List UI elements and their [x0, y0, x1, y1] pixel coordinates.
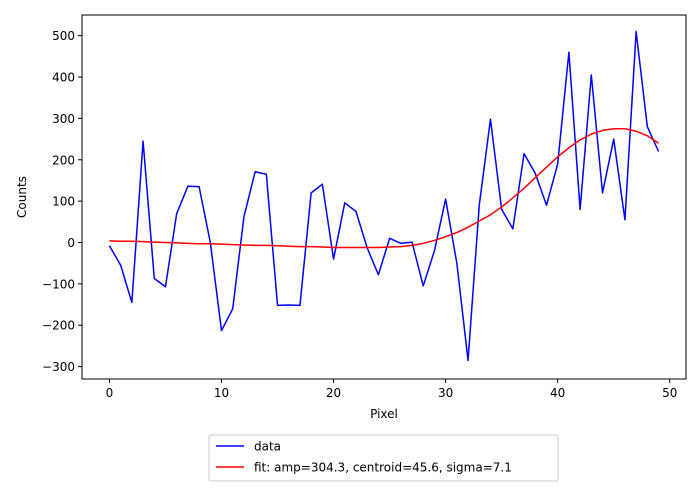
- x-tick-label: 30: [438, 386, 453, 400]
- y-tick-label: 500: [52, 29, 75, 43]
- y-tick-label: −200: [42, 319, 75, 333]
- y-tick-label: −100: [42, 277, 75, 291]
- y-tick-label: 100: [52, 195, 75, 209]
- legend-data-label: data: [254, 440, 281, 454]
- series-line-1: [109, 128, 659, 249]
- x-tick-label: 50: [662, 386, 677, 400]
- x-axis-label: Pixel: [370, 407, 398, 421]
- y-tick-label: 300: [52, 112, 75, 126]
- x-tick-label: 10: [214, 386, 229, 400]
- y-axis: −300 −200 −100 0 100 200 300 400 500: [42, 29, 82, 374]
- legend-fit-label: fit: amp=304.3, centroid=45.6, sigma=7.1: [254, 461, 512, 475]
- series-line-0: [108, 30, 660, 362]
- x-axis: 0 10 20 30 40 50: [106, 379, 677, 400]
- x-tick-label: 0: [106, 386, 114, 400]
- y-axis-label: Counts: [15, 176, 29, 218]
- y-tick-label: 400: [52, 71, 75, 85]
- y-tick-label: 0: [67, 236, 75, 250]
- legend: data fit: amp=304.3, centroid=45.6, sigm…: [208, 434, 559, 482]
- legend-box: [208, 434, 559, 482]
- y-tick-label: 200: [52, 153, 75, 167]
- series-layer: [108, 30, 660, 362]
- plot-frame: [81, 14, 687, 380]
- x-tick-label: 40: [550, 386, 565, 400]
- x-tick-label: 20: [326, 386, 341, 400]
- y-tick-label: −300: [42, 360, 75, 374]
